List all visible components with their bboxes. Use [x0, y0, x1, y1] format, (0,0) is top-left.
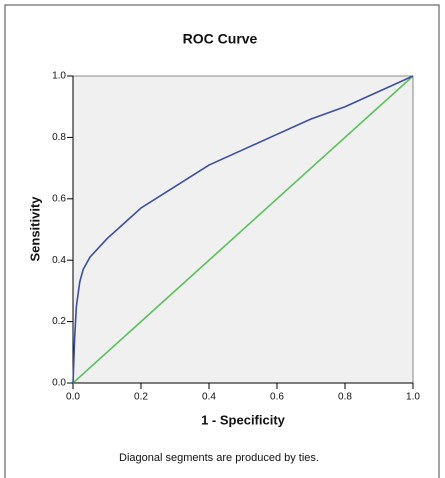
chart-title: ROC Curve — [183, 31, 258, 47]
x-tick-label: 0.6 — [270, 392, 284, 403]
x-tick-label: 0.4 — [202, 392, 216, 403]
x-tick-label: 0.8 — [338, 392, 352, 403]
y-axis-label: Sensitivity — [27, 196, 42, 262]
y-tick-label: 0.2 — [52, 316, 66, 327]
x-axis-label: 1 - Specificity — [201, 412, 286, 427]
y-tick-label: 0.6 — [52, 193, 66, 204]
y-tick-label: 0.8 — [52, 132, 66, 143]
x-tick-label: 0.2 — [134, 392, 148, 403]
footnote: Diagonal segments are produced by ties. — [119, 452, 319, 464]
series-line — [72, 75, 414, 384]
y-tick-label: 1.0 — [52, 71, 66, 82]
y-tick-label: 0.4 — [52, 255, 66, 266]
series-line — [72, 75, 414, 384]
x-tick-label: 0.0 — [66, 392, 80, 403]
y-tick-label: 0.0 — [52, 378, 66, 389]
x-tick-label: 1.0 — [406, 392, 420, 403]
